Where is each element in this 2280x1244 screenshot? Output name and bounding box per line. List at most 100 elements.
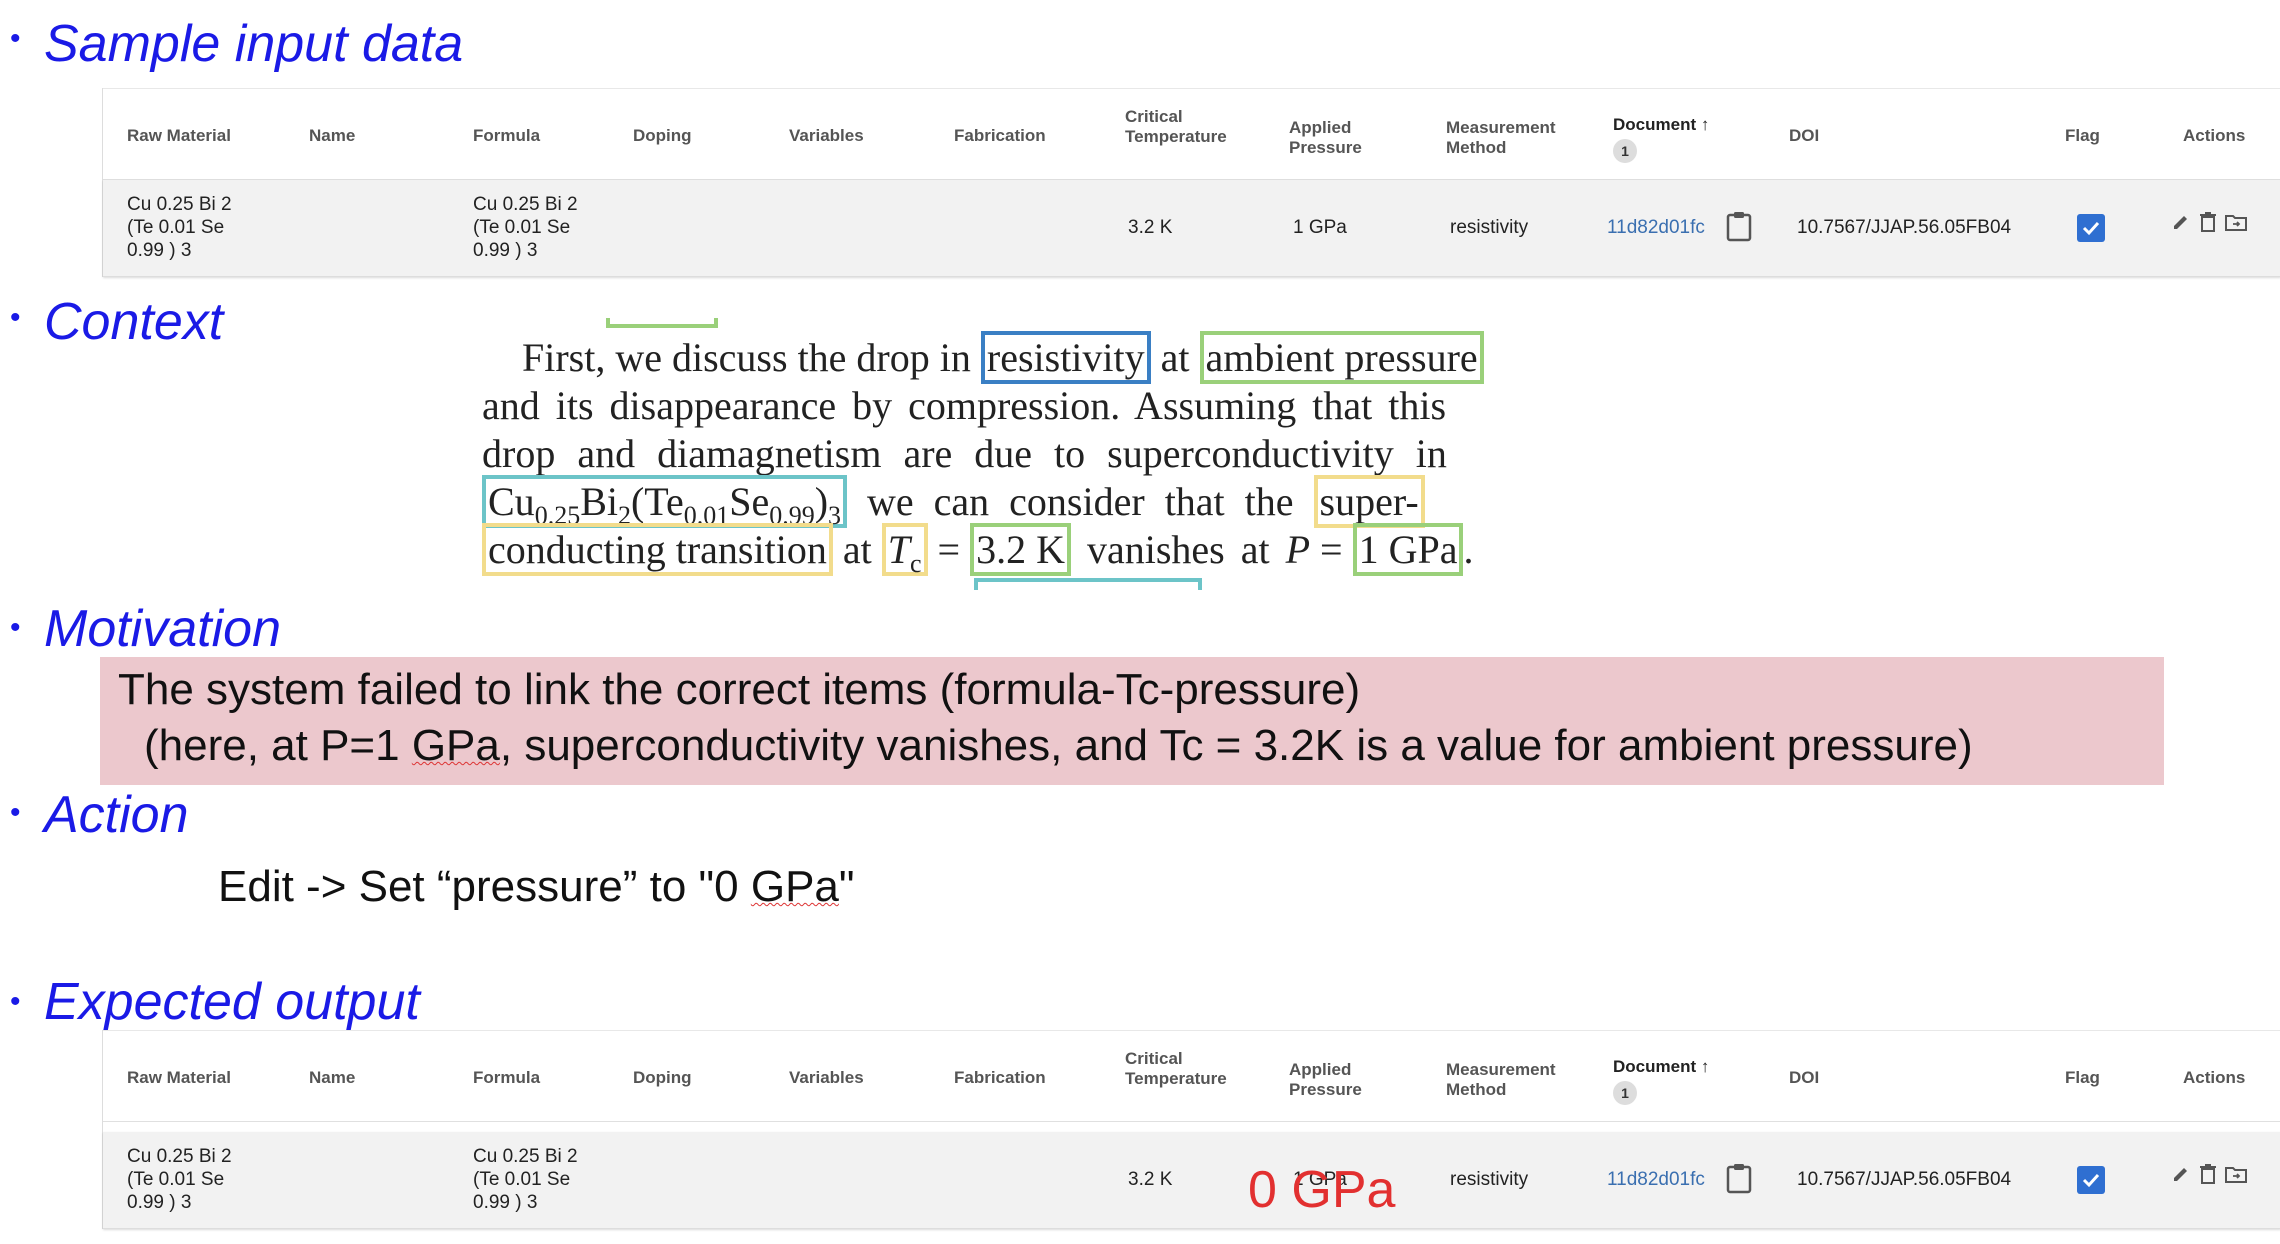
header-formula[interactable]: Formula bbox=[473, 126, 541, 145]
clipboard-icon[interactable] bbox=[1725, 210, 1753, 247]
context-excerpt: First, we discuss the drop in resistivit… bbox=[474, 318, 1498, 590]
context-text: Cu bbox=[488, 479, 535, 524]
header-flag[interactable]: Flag bbox=[2065, 1068, 2100, 1087]
header-text: Pressure bbox=[1289, 1080, 1362, 1099]
context-text: at bbox=[832, 527, 882, 572]
delete-icon[interactable] bbox=[2199, 1163, 2217, 1190]
table-header: Raw Material Name Formula Doping Variabl… bbox=[103, 88, 2280, 180]
cell-line: Cu 0.25 Bi 2 bbox=[473, 1146, 578, 1167]
bullet: • bbox=[10, 985, 21, 1018]
context-text: T bbox=[887, 527, 910, 572]
highlight-pressure: ambient pressure bbox=[1199, 331, 1484, 384]
delete-icon[interactable] bbox=[2199, 211, 2217, 238]
bullet: • bbox=[10, 611, 21, 644]
header-critical-temperature[interactable]: Critical Temperature bbox=[1125, 1049, 1227, 1089]
move-folder-icon[interactable] bbox=[2225, 213, 2247, 236]
header-actions: Actions bbox=[2183, 126, 2246, 145]
header-doi[interactable]: DOI bbox=[1789, 1068, 1820, 1087]
context-text: P bbox=[1285, 527, 1311, 572]
header-fabrication[interactable]: Fabrication bbox=[954, 126, 1046, 145]
highlight-property: conducting transition bbox=[482, 523, 833, 576]
header-text: Document ↑ bbox=[1613, 1057, 1710, 1076]
cell-line: (Te 0.01 Se bbox=[127, 1169, 225, 1190]
context-text: First, we discuss the drop in bbox=[522, 335, 981, 380]
header-critical-temperature[interactable]: Critical Temperature bbox=[1125, 107, 1227, 147]
context-line: Cu0.25Bi2(Te0.01Se0.99)3 we can consider… bbox=[482, 475, 1425, 531]
context-subscript: 0.99 bbox=[769, 501, 815, 530]
header-text: Method bbox=[1446, 1080, 1507, 1099]
document-link[interactable]: 11d82d01fc bbox=[1607, 217, 1705, 238]
highlight-box bbox=[606, 318, 718, 328]
context-text: = bbox=[1310, 527, 1353, 572]
cell-applied-pressure: 1 GPa bbox=[1293, 1169, 1347, 1190]
header-text: Measurement bbox=[1446, 118, 1556, 137]
edit-icon[interactable] bbox=[2171, 1164, 2191, 1189]
header-text: Critical bbox=[1125, 1049, 1183, 1068]
action-instruction: Edit -> Set “pressure” to "0 GPa" bbox=[218, 862, 855, 912]
header-formula[interactable]: Formula bbox=[473, 1068, 541, 1087]
header-variables[interactable]: Variables bbox=[789, 1068, 864, 1087]
cell-measurement-method: resistivity bbox=[1450, 1169, 1529, 1190]
header-name[interactable]: Name bbox=[309, 1068, 356, 1087]
context-subscript: 0.01 bbox=[683, 501, 730, 530]
header-text: Measurement bbox=[1446, 1060, 1556, 1079]
header-measurement-method[interactable]: Measurement Method bbox=[1446, 118, 1556, 158]
header-document[interactable]: Document ↑ 1 bbox=[1613, 115, 1709, 163]
flag-checkbox[interactable] bbox=[2077, 1166, 2105, 1194]
section-heading-action: Action bbox=[44, 786, 189, 844]
cell-line: (Te 0.01 Se bbox=[473, 1169, 571, 1190]
header-text: Pressure bbox=[1289, 138, 1362, 157]
cell-line: 0.99 ) 3 bbox=[473, 240, 538, 261]
cell-line: 0.99 ) 3 bbox=[473, 1192, 538, 1213]
context-text: we can consider that the bbox=[847, 479, 1314, 524]
cell-line: 0.99 ) 3 bbox=[127, 1192, 192, 1213]
bullet: • bbox=[10, 22, 21, 55]
header-doi[interactable]: DOI bbox=[1789, 126, 1820, 145]
context-subscript: c bbox=[909, 549, 922, 578]
context-line: drop and diamagnetism are due to superco… bbox=[482, 431, 1447, 476]
header-variables[interactable]: Variables bbox=[789, 126, 864, 145]
context-line: First, we discuss the drop in resistivit… bbox=[522, 331, 1484, 384]
header-applied-pressure[interactable]: Applied Pressure bbox=[1289, 118, 1362, 158]
highlight-pressure-value: 1 GPa bbox=[1352, 523, 1464, 576]
header-fabrication[interactable]: Fabrication bbox=[954, 1068, 1046, 1087]
expected-table: Raw Material Name Formula Doping Variabl… bbox=[102, 1030, 2280, 1229]
header-applied-pressure[interactable]: Applied Pressure bbox=[1289, 1060, 1362, 1100]
header-document[interactable]: Document ↑ 1 bbox=[1613, 1057, 1709, 1105]
section-heading-expected: Expected output bbox=[44, 973, 420, 1031]
cell-formula: Cu 0.25 Bi 2 (Te 0.01 Se 0.99 ) 3 bbox=[473, 193, 578, 262]
highlight-property: super- bbox=[1313, 475, 1425, 528]
sort-badge: 1 bbox=[1613, 139, 1637, 163]
cell-line: (Te 0.01 Se bbox=[473, 217, 571, 238]
header-doping[interactable]: Doping bbox=[633, 126, 692, 145]
section-heading-context: Context bbox=[44, 293, 224, 351]
highlight-formula: Cu0.25Bi2(Te0.01Se0.99)3 bbox=[482, 475, 848, 530]
document-link[interactable]: 11d82d01fc bbox=[1607, 1169, 1705, 1190]
context-line: conducting transition at Tc = 3.2 K vani… bbox=[482, 523, 1473, 579]
table-row[interactable]: Cu 0.25 Bi 2 (Te 0.01 Se 0.99 ) 3 Cu 0.25 … bbox=[103, 1132, 2280, 1229]
cell-line: Cu 0.25 Bi 2 bbox=[127, 194, 232, 215]
header-doping[interactable]: Doping bbox=[633, 1068, 692, 1087]
flag-checkbox[interactable] bbox=[2077, 214, 2105, 242]
header-name[interactable]: Name bbox=[309, 126, 356, 145]
header-raw-material[interactable]: Raw Material bbox=[127, 126, 231, 145]
motivation-box: The system failed to link the correct it… bbox=[100, 657, 2164, 785]
header-flag[interactable]: Flag bbox=[2065, 126, 2100, 145]
cell-line: Cu 0.25 Bi 2 bbox=[473, 194, 578, 215]
action-text: Edit -> Set “pressure” to "0 bbox=[218, 862, 751, 911]
highlight-tc: Tc bbox=[881, 523, 928, 578]
cell-raw-material: Cu 0.25 Bi 2 (Te 0.01 Se 0.99 ) 3 bbox=[127, 193, 232, 262]
edit-icon[interactable] bbox=[2171, 212, 2191, 237]
clipboard-icon[interactable] bbox=[1725, 1162, 1753, 1199]
table-row[interactable]: Cu 0.25 Bi 2 (Te 0.01 Se 0.99 ) 3 Cu 0.25 … bbox=[103, 180, 2280, 277]
header-raw-material[interactable]: Raw Material bbox=[127, 1068, 231, 1087]
header-text: Applied bbox=[1289, 118, 1352, 137]
header-text: Document ↑ bbox=[1613, 115, 1710, 134]
cell-doi: 10.7567/JJAP.56.05FB04 bbox=[1797, 217, 2012, 238]
bullet: • bbox=[10, 796, 21, 829]
context-text: ) bbox=[814, 479, 829, 524]
context-subscript: 0.25 bbox=[534, 501, 581, 530]
motivation-text: , superconductivity vanishes, and Tc = 3… bbox=[499, 721, 1973, 770]
move-folder-icon[interactable] bbox=[2225, 1165, 2247, 1188]
header-measurement-method[interactable]: Measurement Method bbox=[1446, 1060, 1556, 1100]
